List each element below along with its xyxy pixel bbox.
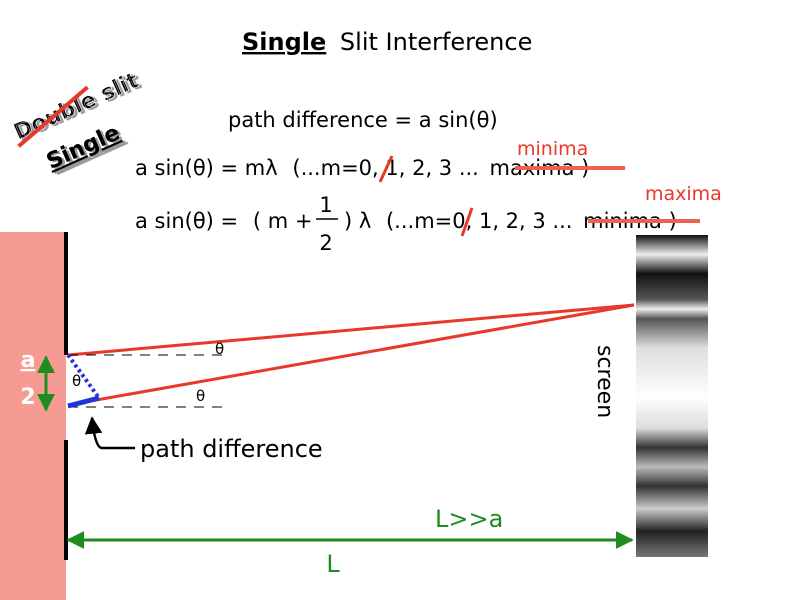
title-rest: Slit Interference bbox=[340, 28, 532, 56]
path-difference-label: path difference bbox=[140, 435, 323, 463]
strike bbox=[460, 207, 474, 237]
denominator: 2 bbox=[319, 231, 332, 255]
slit-barrier-region bbox=[0, 232, 66, 600]
angle-label: θ bbox=[215, 340, 224, 358]
screen-pattern bbox=[636, 235, 708, 557]
numerator: 1 bbox=[319, 193, 332, 217]
distance-label: L bbox=[326, 550, 340, 578]
eq-factor: ( m + bbox=[253, 209, 313, 233]
ray bbox=[67, 303, 635, 357]
eq-range: (...m=0, 1, 2, 3 ... bbox=[386, 209, 572, 233]
ray bbox=[67, 303, 635, 407]
strike bbox=[378, 155, 394, 183]
screen-label: screen bbox=[592, 345, 617, 418]
half-width-numerator: a bbox=[21, 348, 36, 373]
strike bbox=[17, 85, 89, 148]
eq-lhs: a sin(θ) = mλ bbox=[135, 156, 278, 180]
angle-label: θ bbox=[196, 387, 205, 405]
half-width-denominator: 2 bbox=[20, 385, 35, 410]
equation: path difference = a sin(θ) bbox=[228, 108, 498, 132]
title-emphasis: Single bbox=[242, 28, 326, 56]
eq-factor: ) λ bbox=[344, 209, 371, 233]
perpendicular bbox=[66, 353, 101, 400]
angle-label: θ bbox=[72, 372, 81, 390]
eq-lhs: a sin(θ) = bbox=[135, 209, 238, 233]
correction: maxima bbox=[645, 183, 722, 205]
title: Single Slit Interference bbox=[242, 28, 532, 56]
pointer bbox=[84, 416, 135, 450]
distance-condition: L>>a bbox=[435, 505, 503, 533]
equation: a sin(θ) = ( m + bbox=[135, 209, 312, 233]
path-segment bbox=[67, 395, 100, 409]
correction: minima bbox=[517, 138, 588, 160]
